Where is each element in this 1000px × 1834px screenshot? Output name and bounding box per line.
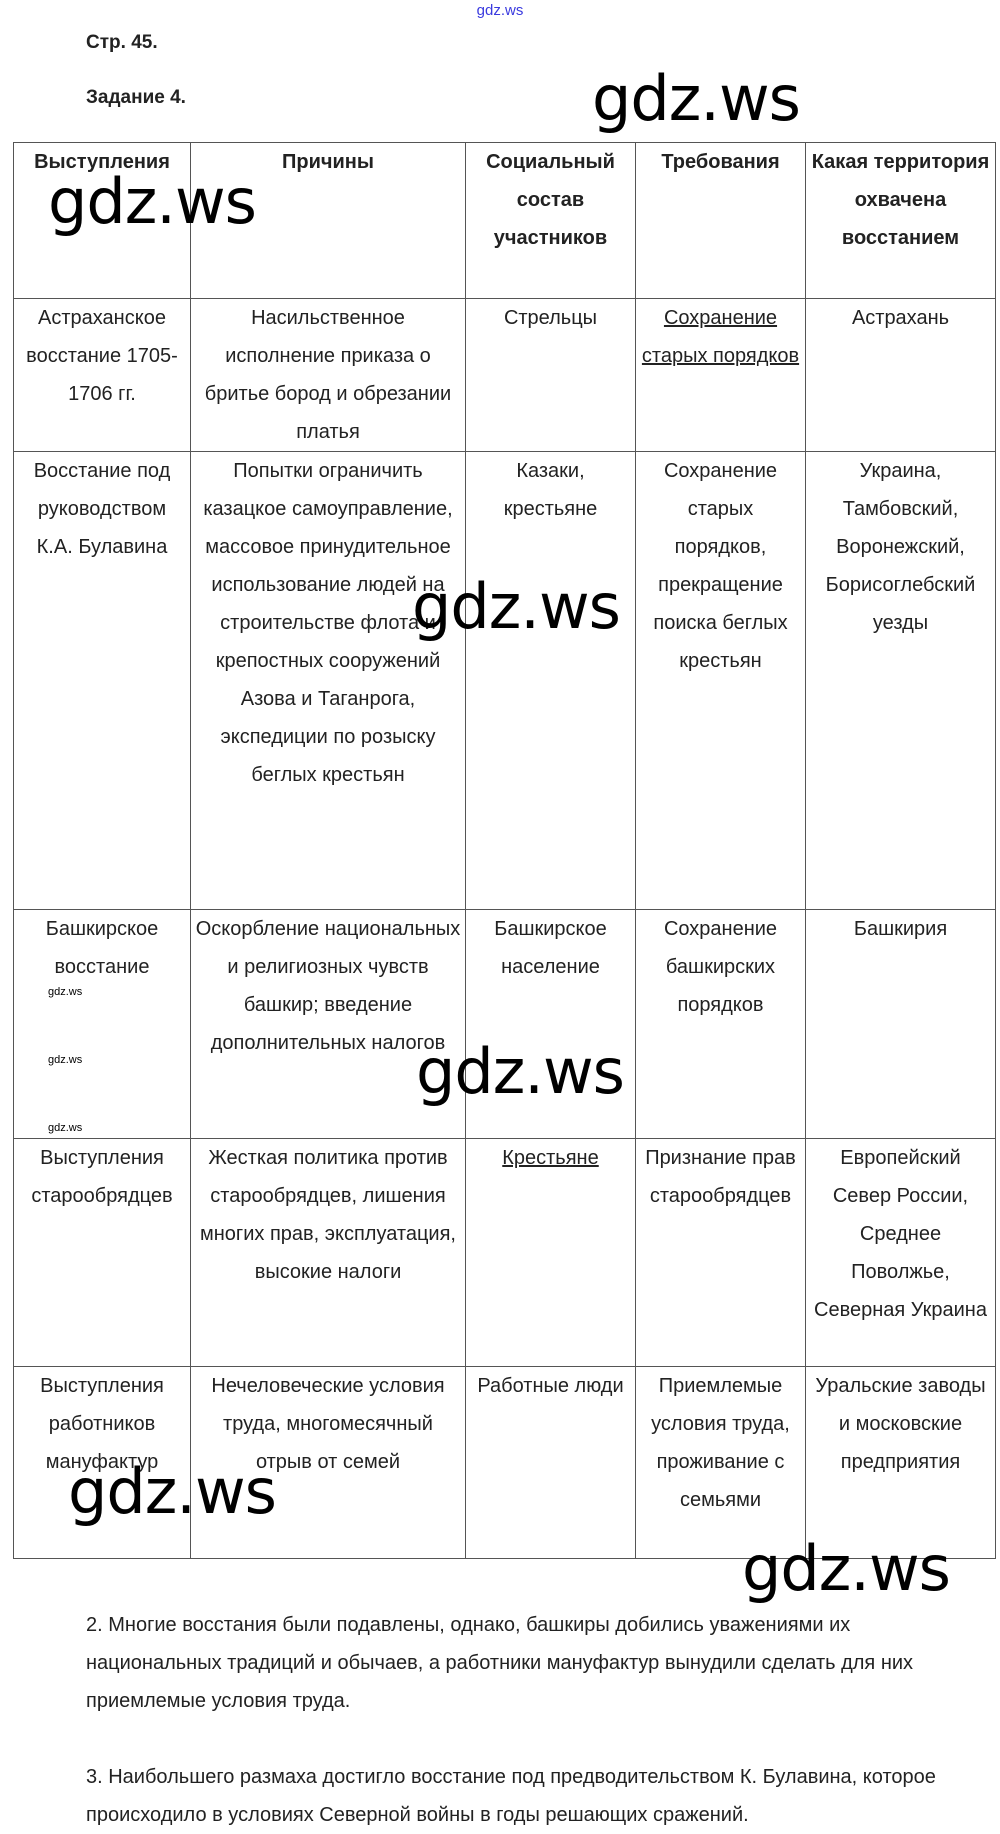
cell: Украина, Тамбовский, Воронежский, Борисо… <box>805 451 996 910</box>
cell: Жесткая политика против старообрядцев, л… <box>190 1138 466 1367</box>
cell: Признание прав старообрядцев <box>635 1138 806 1367</box>
table-header-row: Выступления Причины Социальный состав уч… <box>13 142 996 299</box>
header-cell: Какая территория охвачена восстанием <box>805 142 996 299</box>
table-row: Восстание под руководством К.А. Булавина… <box>13 451 996 910</box>
header-cell: Требования <box>635 142 806 299</box>
watermark: gdz.ws <box>592 62 801 135</box>
cell: Стрельцы <box>465 298 636 452</box>
small-watermark: gdz.ws <box>48 1054 83 1066</box>
cell: Насильственное исполнение приказа о брит… <box>190 298 466 452</box>
cell: Нечеловеческие условия труда, многомесяч… <box>190 1366 466 1559</box>
cell: Крестьяне <box>465 1138 636 1367</box>
cell: Сохранение башкирских порядков <box>635 909 806 1139</box>
cell: Восстание под руководством К.А. Булавина <box>13 451 191 910</box>
small-watermark: gdz.ws <box>48 986 83 998</box>
watermark: gdz.ws <box>48 165 257 238</box>
cell: Европейский Север России, Среднее Поволж… <box>805 1138 996 1367</box>
page-label: Стр. 45. <box>86 32 158 53</box>
table-row: Выступления работников мануфактур Нечело… <box>13 1366 996 1559</box>
header-cell: Выступления <box>13 142 191 299</box>
cell: Выступления работников мануфактур <box>13 1366 191 1559</box>
answer-3: 3. Наибольшего размаха достигло восстани… <box>86 1766 936 1826</box>
header-cell: Социальный состав участников <box>465 142 636 299</box>
cell: Попытки ограничить казацкое самоуправлен… <box>190 451 466 910</box>
cell: Казаки, крестьяне <box>465 451 636 910</box>
table-row: Астраханское восстание 1705-1706 гг. Нас… <box>13 298 996 452</box>
table-row: Башкирское восстание Оскорбление национа… <box>13 909 996 1139</box>
header-cell: Причины <box>190 142 466 299</box>
watermark: gdz.ws <box>68 1455 277 1528</box>
small-watermark: gdz.ws <box>48 1122 83 1134</box>
top-watermark: gdz.ws <box>476 2 524 19</box>
cell: Сохранение старых порядков, прекращение … <box>635 451 806 910</box>
uprisings-table: Выступления Причины Социальный состав уч… <box>13 142 996 1559</box>
cell: Башкирское восстание <box>13 909 191 1139</box>
watermark: gdz.ws <box>416 1035 625 1108</box>
task-label: Задание 4. <box>86 87 186 108</box>
cell: Сохранение старых порядков <box>635 298 806 452</box>
table-row: Выступления старообрядцев Жесткая полити… <box>13 1138 996 1367</box>
watermark: gdz.ws <box>412 570 621 643</box>
cell: Приемлемые условия труда, проживание с с… <box>635 1366 806 1559</box>
watermark: gdz.ws <box>742 1532 951 1605</box>
cell: Астраханское восстание 1705-1706 гг. <box>13 298 191 452</box>
cell: Выступления старообрядцев <box>13 1138 191 1367</box>
cell: Астрахань <box>805 298 996 452</box>
cell: Оскорбление национальных и религиозных ч… <box>190 909 466 1139</box>
cell: Уральские заводы и московские предприяти… <box>805 1366 996 1559</box>
answer-2: 2. Многие восстания были подавлены, одна… <box>86 1614 914 1712</box>
cell: Башкирское население <box>465 909 636 1139</box>
cell: Работные люди <box>465 1366 636 1559</box>
cell: Башкирия <box>805 909 996 1139</box>
